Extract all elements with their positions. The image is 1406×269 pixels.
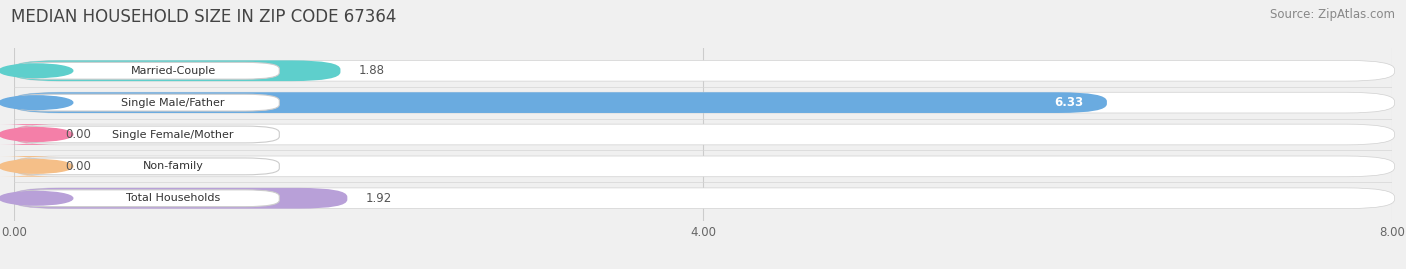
FancyBboxPatch shape xyxy=(14,158,280,175)
Text: 1.88: 1.88 xyxy=(359,64,384,77)
Circle shape xyxy=(0,64,73,77)
Text: MEDIAN HOUSEHOLD SIZE IN ZIP CODE 67364: MEDIAN HOUSEHOLD SIZE IN ZIP CODE 67364 xyxy=(11,8,396,26)
Circle shape xyxy=(0,192,73,205)
Text: Single Female/Mother: Single Female/Mother xyxy=(112,129,233,140)
FancyBboxPatch shape xyxy=(0,156,59,177)
FancyBboxPatch shape xyxy=(11,60,1395,81)
Text: 0.00: 0.00 xyxy=(66,128,91,141)
Text: Source: ZipAtlas.com: Source: ZipAtlas.com xyxy=(1270,8,1395,21)
Text: Married-Couple: Married-Couple xyxy=(131,66,215,76)
Text: 1.92: 1.92 xyxy=(366,192,392,205)
Text: Non-family: Non-family xyxy=(142,161,204,171)
FancyBboxPatch shape xyxy=(14,126,280,143)
FancyBboxPatch shape xyxy=(11,92,1395,113)
Text: 6.33: 6.33 xyxy=(1054,96,1084,109)
Text: Single Male/Father: Single Male/Father xyxy=(121,98,225,108)
Text: 0.00: 0.00 xyxy=(66,160,91,173)
FancyBboxPatch shape xyxy=(11,60,340,81)
FancyBboxPatch shape xyxy=(14,62,280,79)
FancyBboxPatch shape xyxy=(0,124,59,145)
FancyBboxPatch shape xyxy=(11,124,1395,145)
FancyBboxPatch shape xyxy=(11,188,347,209)
FancyBboxPatch shape xyxy=(11,92,1107,113)
FancyBboxPatch shape xyxy=(11,156,1395,177)
FancyBboxPatch shape xyxy=(11,188,1395,209)
FancyBboxPatch shape xyxy=(14,94,280,111)
FancyBboxPatch shape xyxy=(14,190,280,207)
Text: Total Households: Total Households xyxy=(127,193,221,203)
Circle shape xyxy=(0,128,73,141)
Circle shape xyxy=(0,160,73,173)
Circle shape xyxy=(0,96,73,109)
